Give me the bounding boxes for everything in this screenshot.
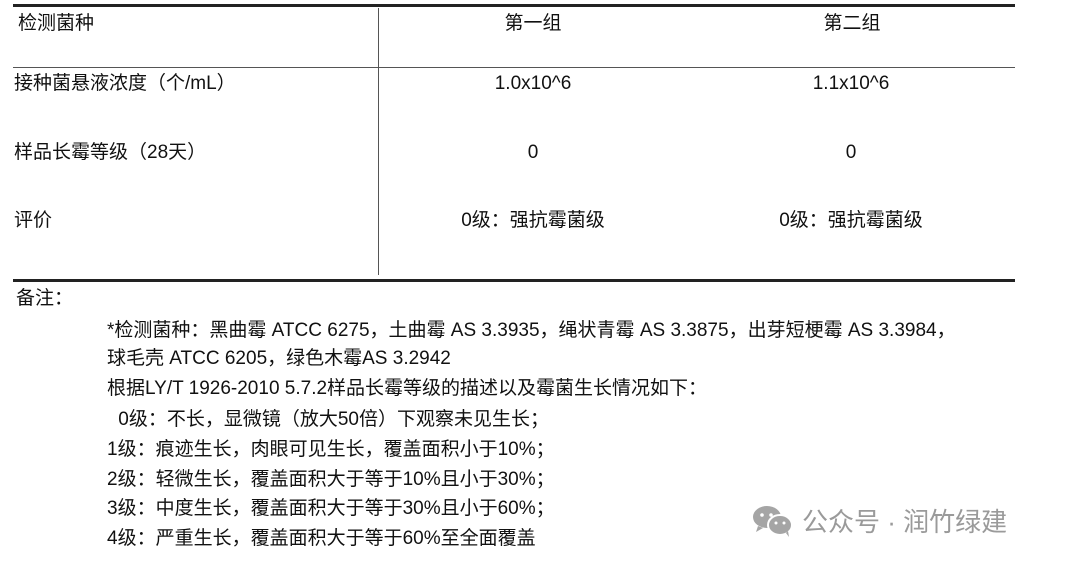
notes-line: 2级：轻微生长，覆盖面积大于等于10%且小于30%； <box>107 469 555 490</box>
notes-line: *检测菌种：黑曲霉 ATCC 6275，土曲霉 AS 3.3935，绳状青霉 A… <box>107 320 956 341</box>
notes-line: 4级：严重生长，覆盖面积大于等于60%至全面覆盖 <box>107 528 536 549</box>
notes-title: 备注： <box>16 288 74 309</box>
row-label-concentration: 接种菌悬液浓度（个/mL） <box>14 73 236 94</box>
row-label-evaluation: 评价 <box>14 210 53 231</box>
table-column-divider <box>378 8 379 275</box>
watermark: 公众号 · 润竹绿建 <box>752 502 1007 539</box>
table-bottom-rule <box>13 279 1015 282</box>
notes-line: 1级：痕迹生长，肉眼可见生长，覆盖面积小于10%； <box>107 439 555 460</box>
header-group1: 第一组 <box>504 13 562 34</box>
notes-line: 0级：不长，显微镜（放大50倍）下观察未见生长； <box>113 409 549 430</box>
cell-grade-group2: 0 <box>845 142 857 163</box>
table-header-rule <box>13 67 1015 68</box>
watermark-text: 公众号 · 润竹绿建 <box>802 507 1008 537</box>
cell-evaluation-group1: 0级：强抗霉菌级 <box>461 210 605 231</box>
table-top-rule <box>13 4 1015 7</box>
notes-line: 根据LY/T 1926-2010 5.7.2样品长霉等级的描述以及霉菌生长情况如… <box>107 378 708 399</box>
cell-concentration-group2: 1.1x10^6 <box>812 73 890 94</box>
row-label-grade: 样品长霉等级（28天） <box>14 142 207 163</box>
header-group2: 第二组 <box>823 13 881 34</box>
cell-evaluation-group2: 0级：强抗霉菌级 <box>779 210 923 231</box>
notes-line: 3级：中度生长，覆盖面积大于等于30%且小于60%； <box>107 498 555 519</box>
cell-grade-group1: 0 <box>527 142 539 163</box>
notes-line: 球毛壳 ATCC 6205，绿色木霉AS 3.2942 <box>107 348 451 369</box>
cell-concentration-group1: 1.0x10^6 <box>494 73 572 94</box>
header-species: 检测菌种 <box>18 13 95 34</box>
wechat-icon <box>753 505 793 537</box>
